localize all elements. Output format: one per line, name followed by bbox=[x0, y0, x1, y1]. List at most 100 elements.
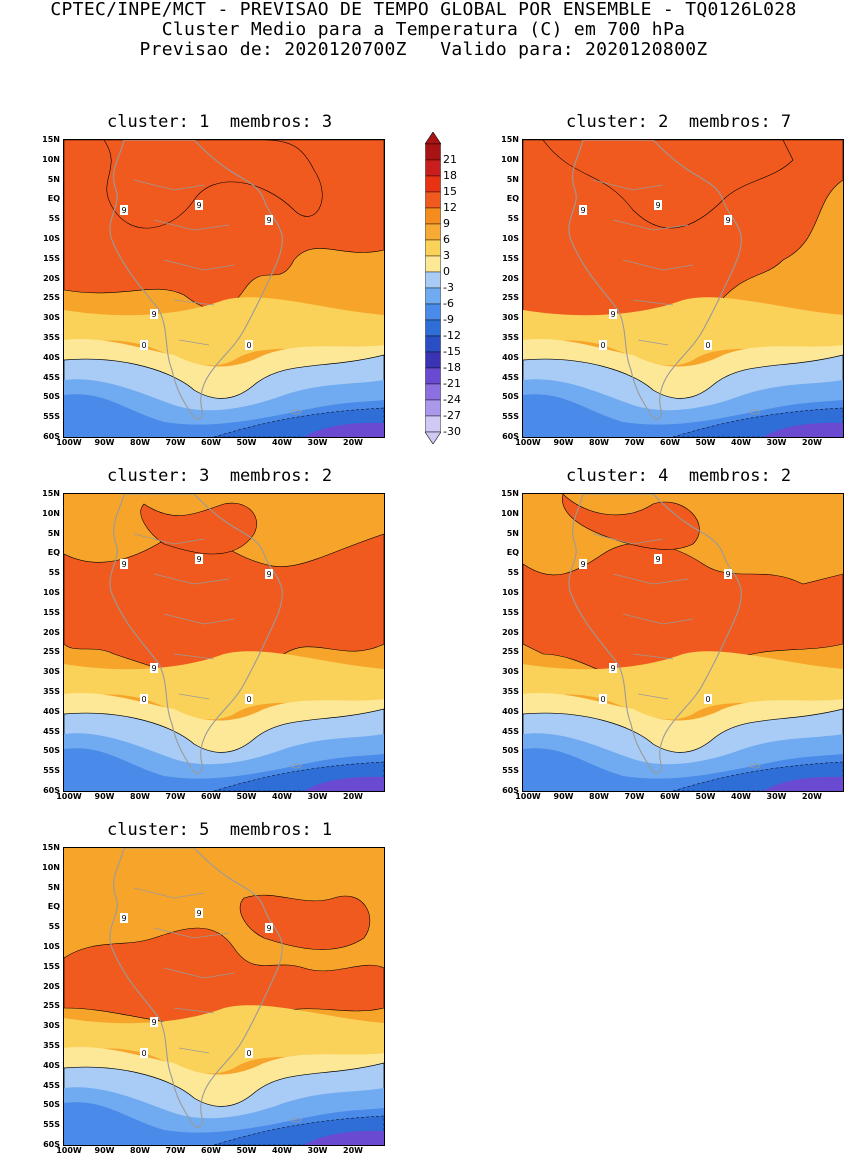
contour-label: 9 bbox=[151, 664, 156, 673]
colorbar-tick-label: -24 bbox=[443, 393, 461, 406]
contour-label-bg bbox=[265, 569, 273, 579]
lat-tick-label: 30S bbox=[43, 1021, 60, 1031]
colorbar-segment bbox=[425, 303, 441, 321]
lon-tick-label: 100W bbox=[56, 438, 82, 447]
lon-tick-label: 100W bbox=[515, 438, 541, 447]
contour-label: 9 bbox=[196, 201, 201, 210]
lat-tick-label: 40S bbox=[43, 706, 60, 716]
contour-label: 9 bbox=[121, 206, 126, 215]
lat-tick-label: 15S bbox=[43, 607, 60, 617]
lon-tick-label: 60W bbox=[201, 792, 221, 801]
temp-band-neg15 bbox=[763, 776, 843, 791]
contour-label-bg bbox=[195, 554, 203, 564]
panel-4-map: 9 9 9 9 0 0 bbox=[522, 493, 844, 792]
lat-tick-label: 10N bbox=[501, 154, 519, 164]
lat-tick-label: EQ bbox=[47, 902, 60, 912]
lon-tick-label: 60W bbox=[201, 1146, 221, 1155]
lat-tick-label: 10N bbox=[501, 508, 519, 518]
falkland-islands bbox=[290, 409, 302, 415]
contour-label: 9 bbox=[121, 560, 126, 569]
colorbar-tick-label: -18 bbox=[443, 361, 461, 374]
contour-label: 9 bbox=[151, 1018, 156, 1027]
lat-tick-label: 5S bbox=[48, 214, 60, 224]
lat-tick-label: 60S bbox=[502, 432, 519, 441]
contour-label-bg bbox=[579, 559, 587, 569]
lat-tick-label: 35S bbox=[502, 687, 519, 696]
colorbar-segment bbox=[425, 367, 441, 385]
lat-tick-label: 50S bbox=[502, 746, 519, 756]
contour-9-region bbox=[562, 494, 700, 550]
lat-tick-label: 30S bbox=[43, 313, 60, 323]
lat-tick-label: 50S bbox=[43, 392, 60, 402]
contour-9-region bbox=[140, 502, 257, 555]
colorbar-tick-label: 0 bbox=[443, 265, 450, 278]
contour-label-bg bbox=[654, 200, 662, 210]
contour-label: 9 bbox=[266, 570, 271, 579]
contour-label-bg bbox=[704, 340, 712, 350]
lat-tick-label: 20S bbox=[502, 273, 519, 283]
south-america-coastline bbox=[109, 494, 283, 774]
contour-label: 9 bbox=[196, 555, 201, 564]
country-borders bbox=[133, 887, 235, 1054]
country-borders bbox=[592, 533, 694, 700]
lon-tick-label: 70W bbox=[165, 438, 186, 447]
contour-label-bg bbox=[609, 663, 617, 673]
colorbar-segment bbox=[425, 287, 441, 305]
contour-9-region bbox=[542, 140, 794, 229]
lat-tick-label: 40S bbox=[43, 1060, 60, 1070]
lat-tick-label: 40S bbox=[502, 706, 519, 716]
contour-label: 9 bbox=[655, 555, 660, 564]
lat-tick-label: EQ bbox=[47, 548, 60, 558]
lat-tick-label: 30S bbox=[43, 667, 60, 677]
colorbar-tick-label: 3 bbox=[443, 249, 450, 262]
colorbar-segment bbox=[425, 399, 441, 417]
lon-tick-label: 20W bbox=[802, 792, 822, 801]
lon-tick-label: 90W bbox=[553, 792, 574, 801]
contour-9-region bbox=[239, 894, 371, 950]
lat-tick-label: 50S bbox=[43, 1100, 60, 1110]
lat-tick-label: EQ bbox=[506, 194, 519, 204]
lat-tick-label: 5N bbox=[506, 174, 519, 184]
lat-tick-label: 15N bbox=[501, 489, 519, 498]
country-borders bbox=[133, 179, 235, 346]
colorbar-segment bbox=[425, 175, 441, 193]
lon-tick-label: 30W bbox=[766, 438, 787, 447]
contour-label-bg bbox=[140, 340, 148, 350]
lon-tick-label: 50W bbox=[236, 1146, 257, 1155]
contour-label-bg bbox=[579, 205, 587, 215]
lat-tick-label: 45S bbox=[43, 1080, 60, 1090]
lon-tick-label: 80W bbox=[130, 438, 150, 447]
lat-tick-label: 30S bbox=[502, 667, 519, 677]
temp-band-neg15 bbox=[763, 422, 843, 437]
contour-label-bg bbox=[150, 1017, 158, 1027]
lon-tick-label: 60W bbox=[660, 438, 680, 447]
lon-tick-label: 60W bbox=[660, 792, 680, 801]
lat-tick-label: 55S bbox=[43, 766, 60, 776]
lat-tick-label: 60S bbox=[43, 1140, 60, 1149]
colorbar-segment bbox=[425, 255, 441, 273]
lat-tick-label: 60S bbox=[502, 786, 519, 795]
temp-band-0to3 bbox=[64, 692, 384, 753]
lat-tick-label: 45S bbox=[43, 726, 60, 736]
panel-2-title: cluster: 2 membros: 7 bbox=[566, 112, 792, 132]
lat-tick-label: 15S bbox=[502, 607, 519, 617]
contour-label-bg bbox=[140, 1048, 148, 1058]
colorbar-tick-label: -30 bbox=[443, 425, 461, 438]
contour-label: 9 bbox=[151, 310, 156, 319]
lat-tick-label: 20S bbox=[502, 627, 519, 637]
contour-label: 9 bbox=[610, 664, 615, 673]
contour-label-bg bbox=[245, 1048, 253, 1058]
contour-9-region bbox=[103, 140, 323, 229]
south-america-coastline bbox=[109, 140, 283, 420]
lon-tick-label: 80W bbox=[130, 792, 150, 801]
lon-tick-label: 30W bbox=[307, 1146, 328, 1155]
lon-tick-label: 40W bbox=[272, 438, 292, 447]
lat-tick-label: 10N bbox=[42, 508, 60, 518]
lat-tick-label: 40S bbox=[43, 352, 60, 362]
lat-tick-label: 55S bbox=[502, 766, 519, 776]
lat-tick-label: 5S bbox=[507, 568, 519, 578]
contour-label: 9 bbox=[196, 909, 201, 918]
contour-label-bg bbox=[140, 694, 148, 704]
south-america-coastline bbox=[568, 140, 742, 420]
contour-label: 9 bbox=[580, 560, 585, 569]
